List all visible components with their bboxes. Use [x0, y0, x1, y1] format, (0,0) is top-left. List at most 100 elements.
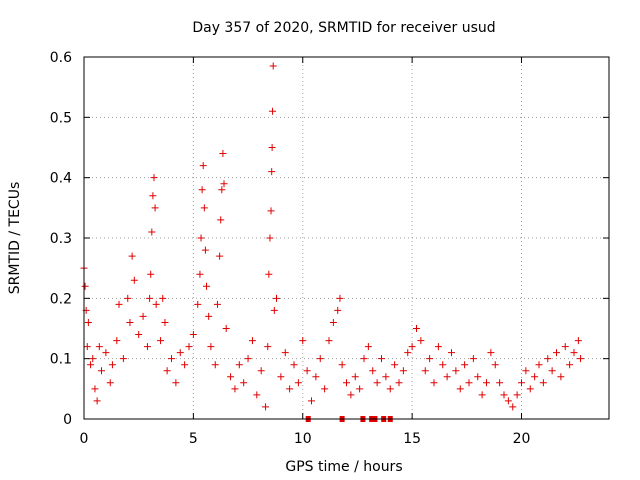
data-point — [106, 379, 114, 387]
data-point — [413, 325, 420, 332]
data-point — [89, 355, 97, 363]
data-point — [469, 355, 477, 363]
data-point — [253, 391, 261, 399]
data-point — [539, 379, 547, 387]
axis-ticks — [83, 56, 609, 420]
data-point — [264, 343, 272, 351]
data-point — [268, 168, 276, 176]
data-point — [227, 373, 235, 381]
data-point — [143, 343, 151, 351]
data-point — [570, 349, 578, 357]
data-point — [124, 294, 132, 302]
data-point — [135, 331, 143, 339]
data-point — [360, 355, 368, 363]
data-point — [391, 361, 399, 369]
data-point — [434, 343, 442, 351]
x-tick-label: 10 — [294, 431, 312, 447]
data-point — [248, 337, 256, 345]
grid-lines — [84, 57, 609, 419]
data-point — [456, 385, 464, 393]
data-point — [273, 294, 280, 302]
data-point — [197, 234, 205, 242]
data-point — [113, 337, 121, 345]
data-point — [268, 144, 276, 151]
data-point — [267, 207, 275, 215]
data-point — [395, 379, 403, 387]
data-point — [220, 180, 228, 188]
data-point — [430, 379, 438, 387]
data-point — [535, 361, 543, 369]
data-point — [321, 385, 329, 393]
data-point — [299, 337, 307, 345]
data-point — [277, 373, 285, 381]
data-point — [240, 379, 248, 387]
data-point — [196, 270, 204, 278]
data-point — [115, 300, 123, 308]
data-point — [151, 204, 159, 212]
data-point — [189, 331, 197, 339]
chart-title: Day 357 of 2020, SRMTID for receiver usu… — [192, 20, 495, 36]
data-point — [286, 385, 294, 393]
data-point — [181, 361, 189, 369]
data-point — [216, 252, 224, 260]
data-point — [257, 367, 265, 375]
data-point — [84, 318, 92, 326]
data-point — [566, 361, 574, 369]
data-point — [128, 252, 136, 260]
data-point — [130, 276, 138, 284]
data-point — [577, 355, 585, 363]
data-point — [378, 355, 385, 363]
data-point — [338, 361, 346, 369]
data-point — [329, 318, 337, 326]
data-point — [146, 294, 154, 302]
data-point — [294, 379, 302, 387]
x-axis-label: GPS time / hours — [285, 459, 402, 475]
data-point — [334, 306, 342, 314]
data-point — [557, 373, 565, 381]
y-axis-label: SRMTID / TECUs — [7, 182, 23, 295]
data-point — [417, 337, 425, 345]
data-point — [265, 270, 273, 278]
data-point — [98, 367, 105, 375]
data-point — [548, 367, 556, 375]
data-point — [102, 349, 110, 357]
x-tick-label: 15 — [403, 431, 421, 447]
data-point — [149, 192, 157, 200]
data-point — [200, 204, 208, 212]
y-tick-label: 0.4 — [50, 171, 72, 187]
tick-labels: 0 0.1 0.2 0.3 0.4 0.5 0.6 0 5 10 15 20 — [50, 50, 531, 447]
data-point — [222, 325, 230, 332]
data-point — [185, 343, 193, 351]
data-point — [159, 294, 167, 302]
data-point — [176, 349, 184, 357]
data-point — [343, 379, 350, 387]
data-point — [356, 385, 364, 393]
data-point — [213, 300, 221, 308]
data-point — [152, 300, 160, 308]
data-point — [553, 349, 560, 357]
data-point — [203, 282, 210, 290]
data-point — [500, 391, 508, 399]
plot-frame — [83, 56, 610, 420]
data-point — [574, 337, 582, 345]
data-point — [325, 337, 333, 345]
x-tick-label: 0 — [80, 431, 89, 447]
data-point — [148, 228, 156, 236]
data-point — [452, 367, 460, 375]
data-point — [369, 367, 377, 375]
data-point — [231, 385, 239, 393]
data-point — [351, 373, 359, 381]
data-point — [448, 349, 455, 357]
data-point — [119, 355, 127, 363]
data-point — [194, 300, 202, 308]
data-point — [235, 361, 243, 369]
data-point — [172, 379, 180, 387]
data-point — [205, 312, 213, 320]
data-point — [504, 397, 512, 405]
data-point — [91, 385, 99, 393]
data-point — [150, 174, 158, 182]
data-point — [281, 349, 289, 357]
data-point — [219, 150, 227, 158]
data-point — [408, 343, 416, 351]
data-point — [244, 355, 252, 363]
